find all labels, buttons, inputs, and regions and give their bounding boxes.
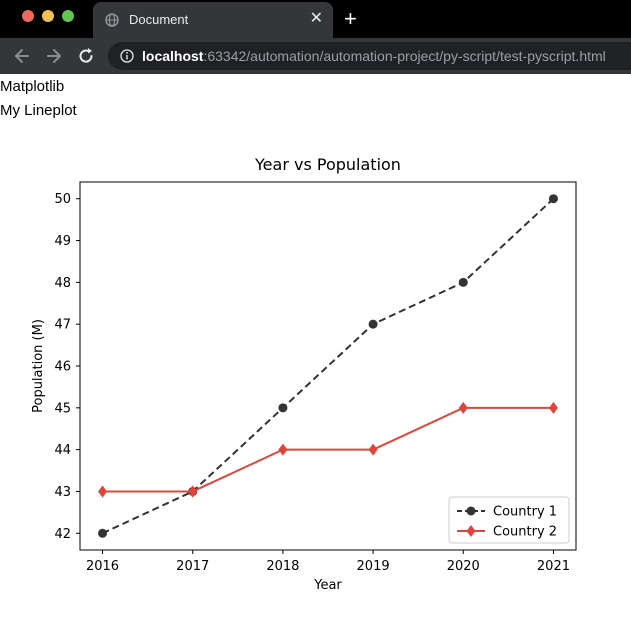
y-tick-label: 42 — [54, 527, 71, 542]
y-tick-label: 46 — [54, 360, 71, 375]
globe-icon — [105, 13, 119, 27]
back-arrow-icon[interactable] — [12, 46, 32, 66]
y-tick-label: 45 — [54, 401, 71, 416]
plot-area — [79, 181, 577, 551]
data-point — [368, 443, 378, 456]
x-tick-label: 2017 — [176, 559, 209, 574]
data-point — [458, 277, 468, 287]
legend-marker — [466, 506, 476, 516]
minimize-window-button[interactable] — [42, 10, 54, 22]
data-point — [548, 401, 558, 414]
y-tick-label: 47 — [54, 318, 71, 333]
series-layer — [98, 194, 558, 538]
data-point — [368, 319, 378, 329]
data-point — [98, 528, 108, 538]
x-tick-label: 2016 — [86, 559, 119, 574]
info-icon[interactable] — [120, 49, 134, 63]
tab-bar: Document ✕ + — [0, 0, 631, 38]
data-point — [278, 443, 288, 456]
x-tick-label: 2020 — [447, 559, 480, 574]
close-window-button[interactable] — [22, 10, 34, 22]
series-line — [102, 197, 555, 535]
y-axis-label: Population (M) — [31, 319, 46, 413]
zoom-window-button[interactable] — [62, 10, 74, 22]
x-tick-label: 2021 — [537, 559, 570, 574]
chart-title: Year vs Population — [254, 155, 401, 174]
url-text[interactable]: localhost:63342/automation/automation-pr… — [142, 48, 606, 64]
line-chart: Year vs Population 2016 2017 2018 2019 2020 2… — [31, 155, 577, 593]
page-subheading: My Lineplot — [0, 102, 77, 119]
y-tick-label: 43 — [54, 485, 71, 500]
tab-document[interactable]: Document ✕ — [93, 2, 333, 38]
close-tab-icon[interactable]: ✕ — [309, 10, 323, 27]
x-axis-label: Year — [313, 578, 342, 593]
axes: 2016 2017 2018 2019 2020 2021 42 43 44 45 46 47 48 49… — [54, 192, 570, 574]
data-point — [548, 194, 558, 204]
url-host: localhost — [142, 48, 204, 64]
y-tick-label: 50 — [54, 192, 71, 207]
legend-marker — [466, 525, 476, 537]
legend-label: Country 1 — [493, 505, 557, 520]
legend: Country 1 Country 2 — [448, 496, 570, 544]
data-point — [278, 403, 288, 413]
y-tick-label: 44 — [54, 443, 71, 458]
new-tab-button[interactable]: + — [344, 6, 357, 31]
data-point — [98, 485, 108, 498]
tab-title: Document — [129, 12, 189, 27]
page-content: Matplotlib My Lineplot Year vs Populatio… — [0, 74, 631, 620]
reload-icon[interactable] — [76, 46, 96, 66]
data-point — [458, 401, 468, 414]
x-tick-label: 2018 — [266, 559, 299, 574]
x-tick-label: 2019 — [357, 559, 390, 574]
data-point — [188, 485, 198, 498]
series-line — [102, 406, 554, 493]
url-path: :63342/automation/automation-project/py-… — [203, 48, 606, 64]
page-heading: Matplotlib — [0, 78, 65, 95]
forward-arrow-icon[interactable] — [44, 46, 64, 66]
legend-label: Country 2 — [493, 525, 557, 540]
y-tick-label: 48 — [54, 276, 71, 291]
y-tick-label: 49 — [54, 234, 71, 249]
address-bar[interactable]: localhost:63342/automation/automation-pr… — [108, 42, 631, 70]
